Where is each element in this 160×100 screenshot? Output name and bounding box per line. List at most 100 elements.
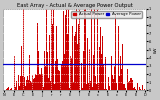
Bar [34,78,35,90]
Bar [49,35,50,90]
Bar [92,88,93,90]
Bar [35,74,36,90]
Bar [106,89,107,90]
Bar [23,9,24,90]
Bar [93,55,94,90]
Bar [37,23,38,90]
Bar [16,81,17,90]
Bar [104,89,105,90]
Bar [134,87,135,90]
Bar [123,84,124,90]
Bar [108,88,109,90]
Bar [4,88,5,90]
Bar [75,32,76,90]
Bar [109,86,110,90]
Bar [137,83,138,90]
Bar [98,83,99,90]
Bar [125,42,126,90]
Bar [59,71,60,90]
Bar [84,9,85,90]
Bar [79,9,80,90]
Bar [56,26,57,90]
Bar [65,15,66,90]
Bar [113,79,114,90]
Bar [66,9,67,90]
Bar [122,44,123,90]
Bar [87,38,88,90]
Bar [82,88,83,90]
Bar [74,36,75,90]
Bar [103,64,104,90]
Bar [54,84,55,90]
Bar [129,81,130,90]
Bar [42,74,43,90]
Bar [32,75,33,90]
Bar [21,85,22,90]
Bar [85,9,86,90]
Bar [91,9,92,90]
Bar [52,24,53,90]
Bar [68,9,69,90]
Bar [115,15,116,90]
Bar [116,83,117,90]
Bar [131,78,132,90]
Bar [128,82,129,90]
Bar [48,78,49,90]
Bar [24,77,25,90]
Bar [118,26,119,90]
Bar [31,82,32,90]
Bar [47,52,48,90]
Bar [95,76,96,90]
Bar [70,56,71,90]
Bar [63,11,64,90]
Bar [96,17,97,90]
Bar [53,9,54,90]
Bar [105,57,106,90]
Bar [114,66,115,90]
Bar [61,64,62,90]
Bar [25,86,26,90]
Bar [135,89,136,90]
Bar [83,51,84,90]
Bar [30,81,31,90]
Bar [133,88,134,90]
Bar [28,80,29,90]
Bar [142,87,143,90]
Bar [77,44,78,90]
Bar [88,84,89,90]
Bar [127,69,128,90]
Bar [39,74,40,90]
Bar [112,75,113,90]
Bar [64,54,65,90]
Bar [121,69,122,90]
Bar [62,61,63,90]
Bar [130,78,131,90]
Bar [10,89,11,90]
Bar [139,87,140,90]
Bar [58,70,59,90]
Bar [41,68,42,90]
Bar [72,26,73,90]
Bar [29,55,30,90]
Bar [44,51,45,90]
Bar [46,9,47,90]
Bar [18,75,19,90]
Bar [86,84,87,90]
Bar [69,88,70,90]
Bar [144,89,145,90]
Bar [101,54,102,90]
Bar [20,76,21,90]
Bar [94,9,95,90]
Bar [11,88,12,90]
Bar [60,82,61,90]
Bar [76,9,77,90]
Bar [89,49,90,90]
Bar [78,24,79,90]
Bar [140,89,141,90]
Title: East Array - Actual & Average Power Output: East Array - Actual & Average Power Outp… [17,3,132,8]
Bar [90,82,91,90]
Bar [73,82,74,90]
Bar [81,63,82,90]
Bar [19,86,20,90]
Legend: Actual Power, Average Power: Actual Power, Average Power [72,11,142,18]
